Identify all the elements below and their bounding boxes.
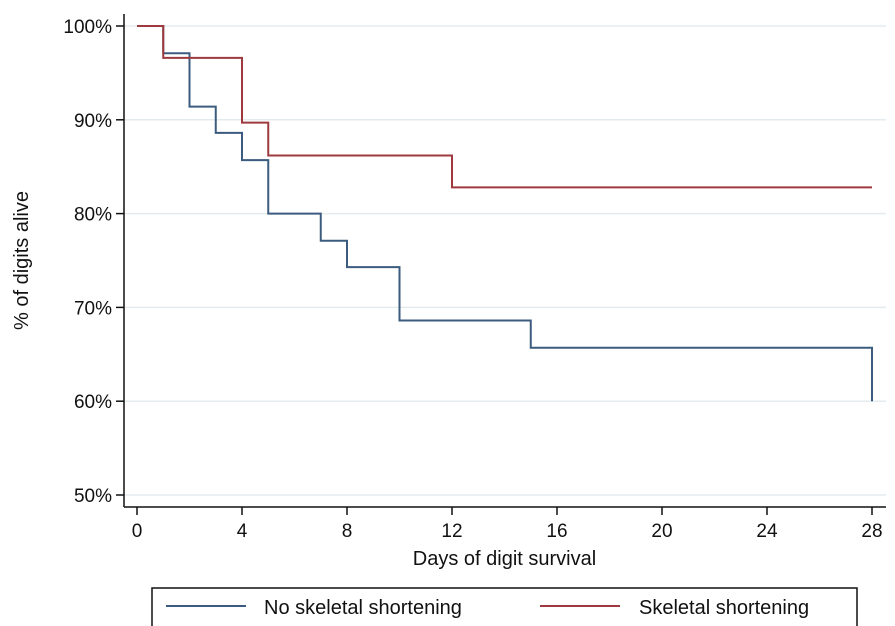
x-tick-label: 12 bbox=[441, 521, 462, 542]
x-tick-label: 28 bbox=[861, 521, 882, 542]
y-tick-label: 100% bbox=[63, 17, 112, 38]
y-tick-label: 70% bbox=[74, 298, 112, 319]
legend-box bbox=[151, 587, 858, 626]
series-line-skeletal-shortening bbox=[137, 25, 872, 189]
x-axis-title: Days of digit survival bbox=[413, 548, 596, 570]
legend: No skeletal shortening Skeletal shorteni… bbox=[151, 587, 858, 626]
axes: 50% 60% 70% 80% 90% 100% 0 4 8 12 16 20 24 28 bbox=[63, 14, 886, 542]
x-tick-label: 16 bbox=[546, 521, 567, 542]
legend-label-no-skeletal-shortening: No skeletal shortening bbox=[264, 597, 462, 619]
y-tick-label: 80% bbox=[74, 205, 112, 226]
legend-label-skeletal-shortening: Skeletal shortening bbox=[639, 597, 809, 619]
x-tick-label: 8 bbox=[342, 521, 353, 542]
x-tick-label: 24 bbox=[756, 521, 778, 542]
x-tick-label: 0 bbox=[132, 521, 143, 542]
y-axis-title: % of digits alive bbox=[11, 191, 33, 330]
x-tick-label: 20 bbox=[651, 521, 672, 542]
series-line-no-skeletal-shortening bbox=[137, 25, 873, 402]
series-lines bbox=[137, 25, 873, 402]
y-tick-label: 90% bbox=[74, 111, 112, 132]
y-tick-label: 60% bbox=[74, 392, 112, 413]
y-tick-label: 50% bbox=[74, 486, 112, 507]
x-tick-label: 4 bbox=[237, 521, 248, 542]
gridlines bbox=[124, 25, 886, 496]
